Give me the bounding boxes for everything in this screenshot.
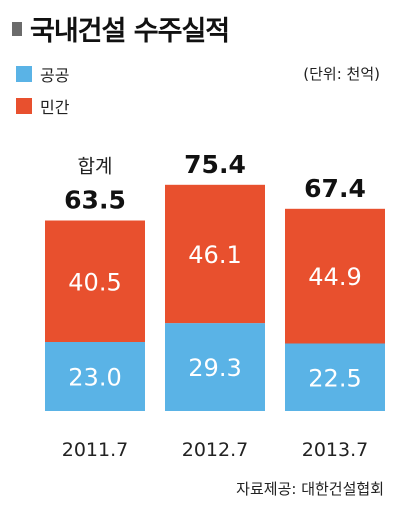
legend-swatch-private	[16, 98, 32, 114]
data-label-public: 29.3	[188, 354, 241, 382]
chart-title-row: 국내건설 수주실적	[12, 8, 230, 48]
x-tick-label: 2012.7	[182, 439, 248, 461]
chart-title: 국내건설 수주실적	[30, 15, 230, 47]
bar-private	[45, 220, 145, 342]
data-label-private: 44.9	[308, 263, 361, 291]
bar-private	[165, 184, 265, 324]
bar-public	[285, 343, 385, 411]
source-credit: 자료제공: 대한건설협회	[236, 480, 384, 498]
total-caption: 합계	[78, 156, 113, 178]
total-label: 75.4	[184, 150, 246, 179]
total-label: 67.4	[304, 174, 366, 203]
x-tick-label: 2011.7	[62, 439, 128, 461]
bar-public	[45, 342, 145, 411]
legend-item-public: 공공	[16, 62, 69, 86]
legend-item-private: 민간	[16, 94, 69, 118]
data-label-private: 46.1	[188, 241, 241, 269]
bar-public	[165, 323, 265, 411]
legend-label-private: 민간	[40, 98, 70, 117]
data-label-public: 22.5	[308, 364, 361, 392]
title-marker	[12, 22, 22, 36]
total-label: 63.5	[64, 186, 126, 215]
legend-label-public: 공공	[40, 66, 70, 85]
data-label-private: 40.5	[68, 268, 121, 296]
bar-private	[285, 208, 385, 344]
unit-label: (단위: 천억)	[303, 65, 380, 83]
x-tick-label: 2013.7	[302, 439, 368, 461]
legend-swatch-public	[16, 66, 32, 82]
data-label-public: 23.0	[68, 364, 121, 392]
